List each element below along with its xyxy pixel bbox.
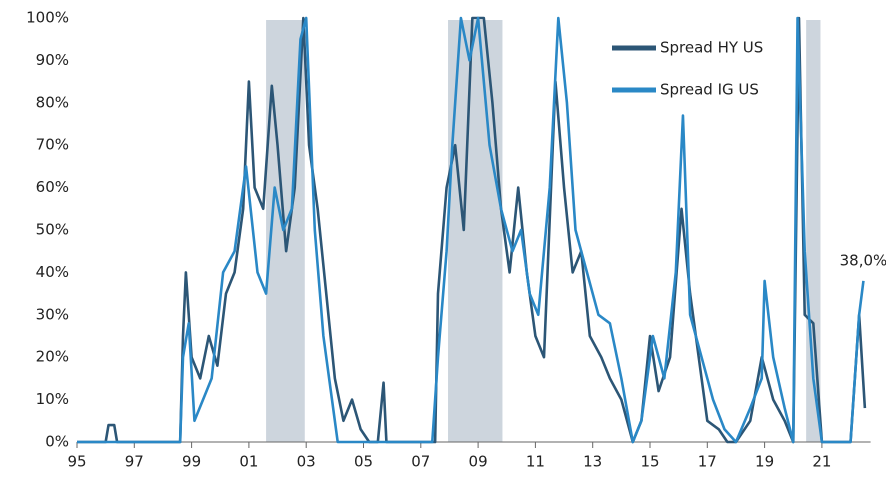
y-tick-label: 10% bbox=[36, 390, 69, 408]
x-tick-label: 09 bbox=[469, 453, 488, 471]
x-tick-label: 03 bbox=[297, 453, 316, 471]
x-tick-label: 99 bbox=[182, 453, 201, 471]
y-tick-label: 20% bbox=[36, 348, 69, 366]
x-tick-label: 13 bbox=[583, 453, 602, 471]
y-tick-label: 100% bbox=[26, 9, 69, 27]
legend-label: Spread HY US bbox=[660, 39, 763, 57]
x-tick-label: 95 bbox=[67, 453, 86, 471]
y-tick-label: 80% bbox=[36, 93, 69, 111]
series-line bbox=[77, 16, 865, 444]
x-tick-label: 11 bbox=[526, 453, 545, 471]
y-tick-label: 90% bbox=[36, 51, 69, 69]
y-tick-label: 30% bbox=[36, 305, 69, 323]
x-tick-label: 15 bbox=[640, 453, 659, 471]
x-tick-label: 19 bbox=[755, 453, 774, 471]
legend-label: Spread IG US bbox=[660, 81, 759, 99]
y-tick-label: 50% bbox=[36, 221, 69, 239]
y-tick-label: 70% bbox=[36, 136, 69, 154]
y-tick-label: 0% bbox=[45, 433, 69, 451]
x-tick-label: 07 bbox=[411, 453, 430, 471]
annotation: 38,0% bbox=[840, 251, 886, 269]
x-tick-label: 17 bbox=[698, 453, 717, 471]
x-tick-label: 97 bbox=[125, 453, 144, 471]
y-tick-label: 40% bbox=[36, 263, 69, 281]
x-tick-label: 01 bbox=[239, 453, 258, 471]
y-tick-label: 60% bbox=[36, 178, 69, 196]
x-tick-label: 05 bbox=[354, 453, 373, 471]
x-tick-label: 21 bbox=[812, 453, 831, 471]
